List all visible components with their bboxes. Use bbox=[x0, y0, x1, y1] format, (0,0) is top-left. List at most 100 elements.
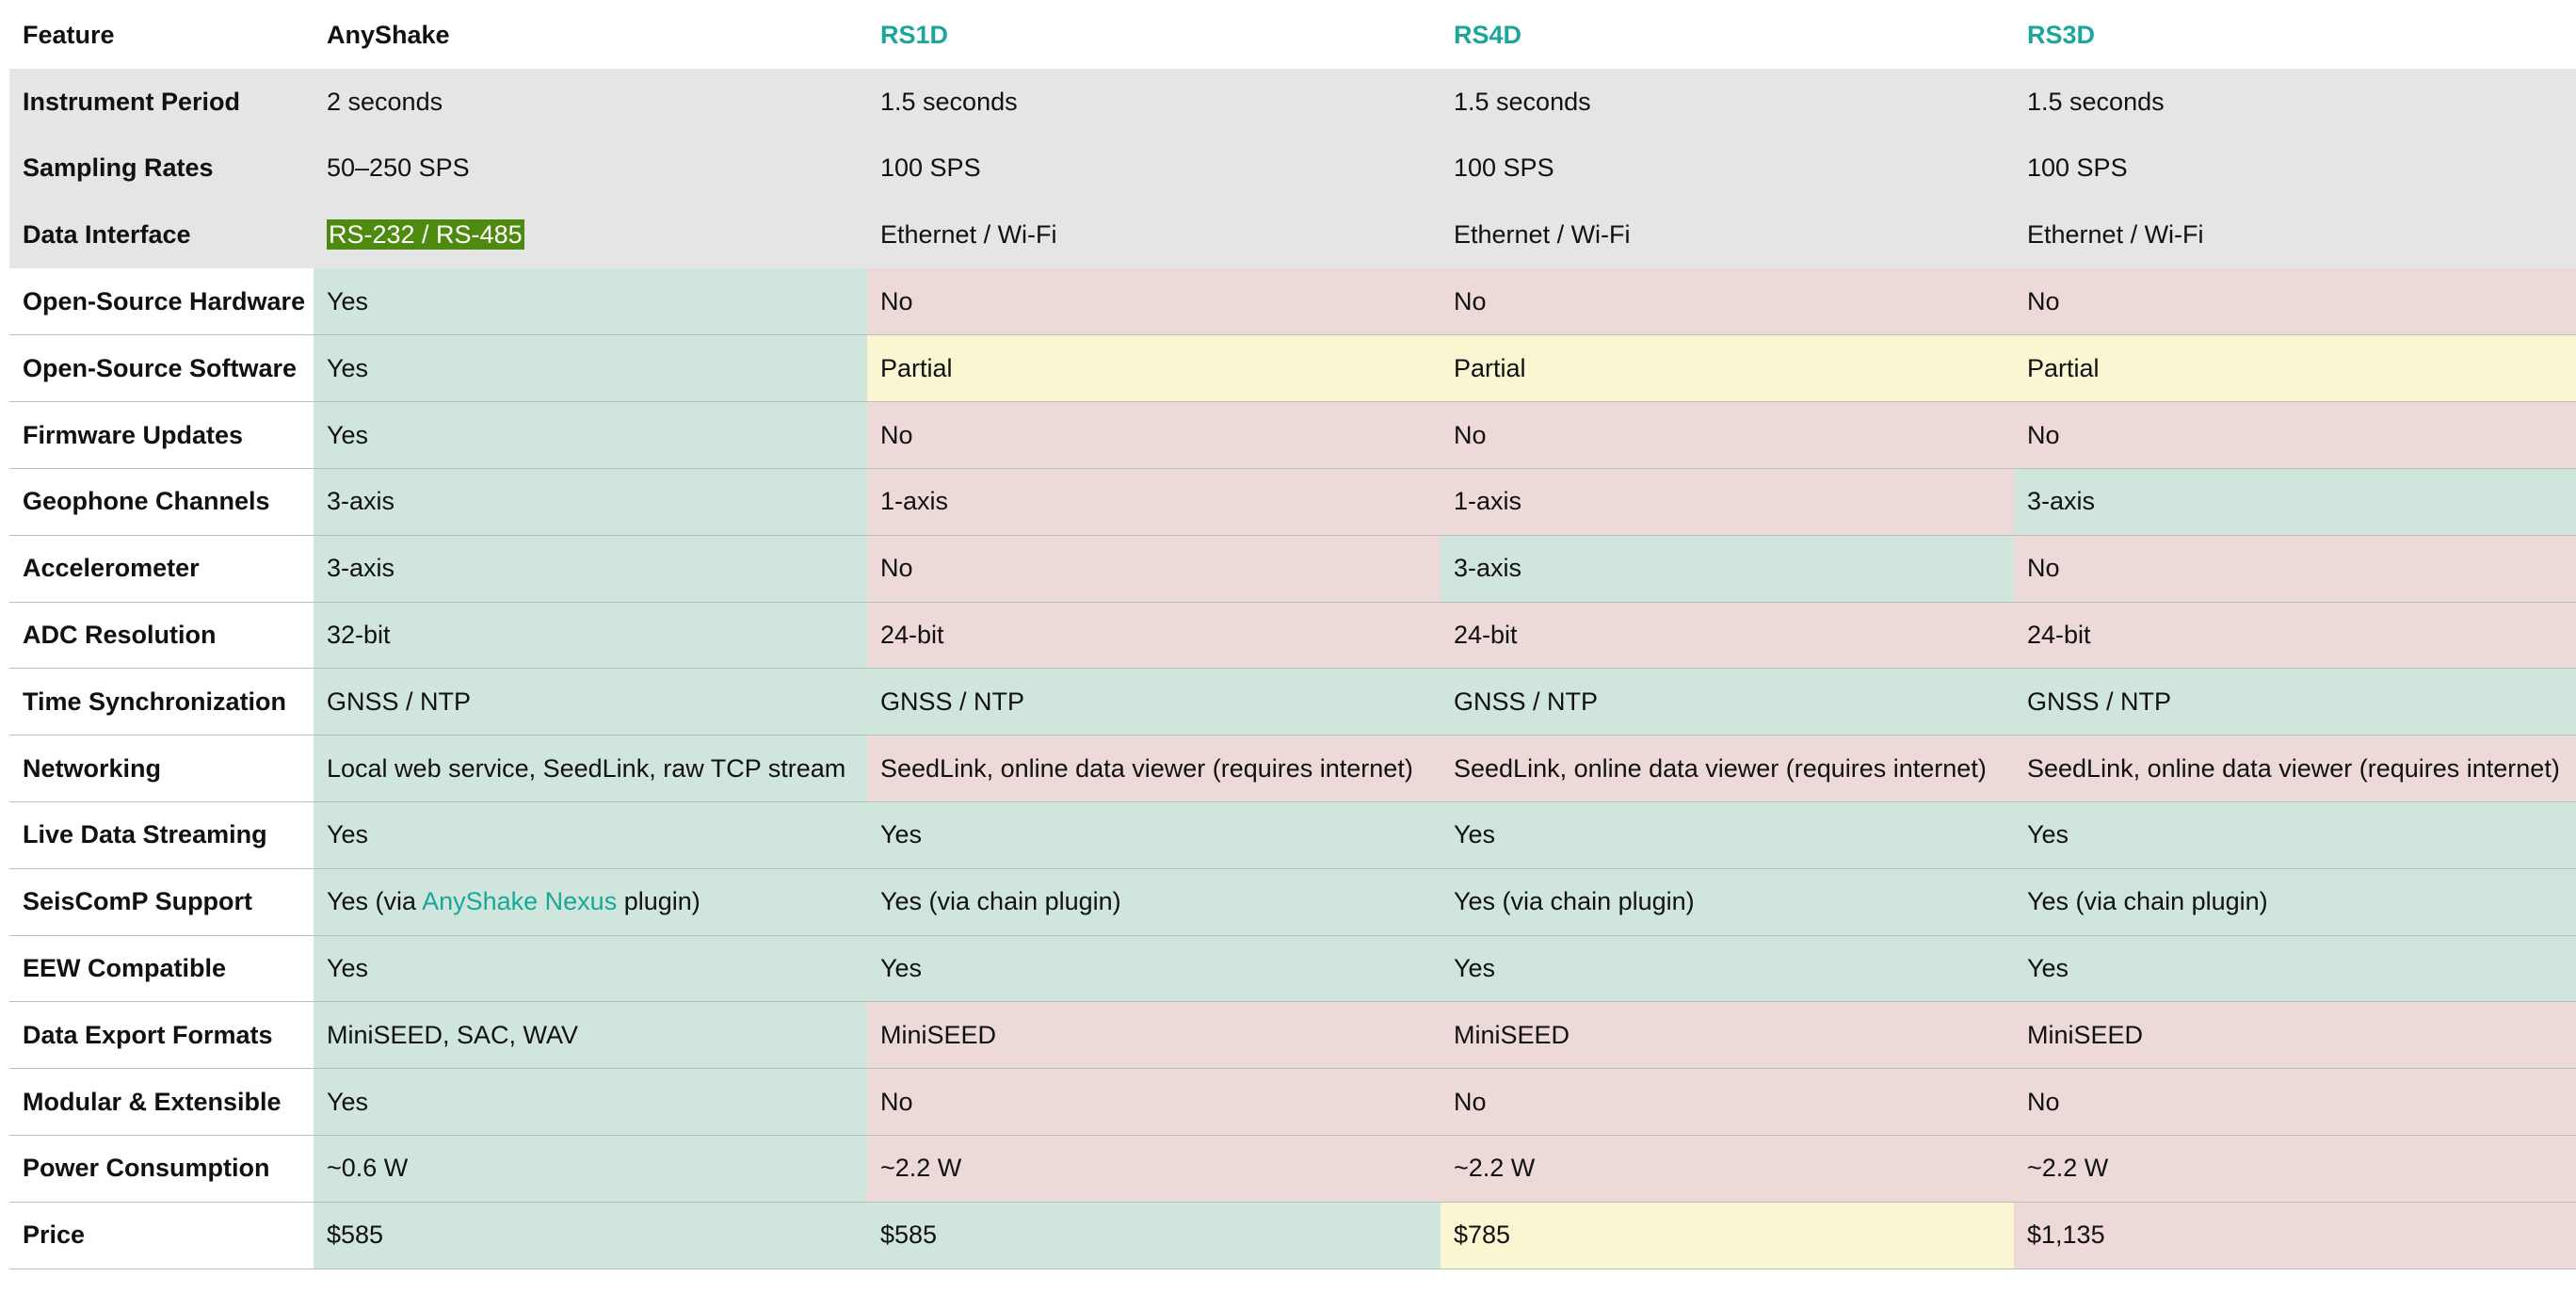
table-row: EEW Compatible Yes Yes Yes Yes bbox=[9, 935, 2576, 1003]
table-row: Open-Source Hardware Yes No No No bbox=[9, 268, 2576, 336]
table-cell: MiniSEED bbox=[867, 1001, 1441, 1070]
table-body: Instrument Period 2 seconds 1.5 seconds 1.5… bbox=[9, 68, 2576, 1269]
feature-label: Data Interface bbox=[9, 202, 314, 269]
table-row: Modular & Extensible Yes No No No bbox=[9, 1068, 2576, 1137]
cell-text-pre: Yes (via bbox=[327, 887, 423, 916]
table-cell: Ethernet / Wi-Fi bbox=[2014, 202, 2576, 269]
table-row: Power Consumption ~0.6 W ~2.2 W ~2.2 W ~2.2 … bbox=[9, 1135, 2576, 1203]
table-cell: ~2.2 W bbox=[1441, 1135, 2014, 1203]
header-rs3d-link[interactable]: RS3D bbox=[2014, 2, 2576, 69]
table-row: Data Export Formats MiniSEED, SAC, WAV Min… bbox=[9, 1001, 2576, 1070]
table-cell: No bbox=[2014, 268, 2576, 336]
table-cell: 1-axis bbox=[1441, 468, 2014, 536]
table-cell: 1.5 seconds bbox=[1441, 68, 2014, 136]
feature-label: Price bbox=[9, 1202, 314, 1269]
table-cell: No bbox=[1441, 268, 2014, 336]
table-cell: 24-bit bbox=[867, 602, 1441, 670]
feature-label: Geophone Channels bbox=[9, 468, 314, 536]
table-cell: MiniSEED, SAC, WAV bbox=[314, 1001, 867, 1070]
table-row: Data Interface RS-232 / RS-485 Ethernet / … bbox=[9, 202, 2576, 269]
table-cell: Yes (via AnyShake Nexus plugin) bbox=[314, 868, 867, 936]
table-cell: 3-axis bbox=[1441, 535, 2014, 603]
table-cell: 3-axis bbox=[314, 468, 867, 536]
table-cell: ~0.6 W bbox=[314, 1135, 867, 1203]
highlighted-text: RS-232 / RS-485 bbox=[327, 219, 524, 251]
table-cell: No bbox=[2014, 401, 2576, 470]
feature-label: Modular & Extensible bbox=[9, 1068, 314, 1137]
table-cell: No bbox=[867, 535, 1441, 603]
table-cell: ~2.2 W bbox=[2014, 1135, 2576, 1203]
table-row: Geophone Channels 3-axis 1-axis 1-axis 3-axi… bbox=[9, 468, 2576, 536]
table-cell: Ethernet / Wi-Fi bbox=[1441, 202, 2014, 269]
table-cell: No bbox=[1441, 401, 2014, 470]
table-cell: No bbox=[867, 1068, 1441, 1137]
table-cell: No bbox=[2014, 1068, 2576, 1137]
table-cell: $585 bbox=[314, 1202, 867, 1269]
table-cell: 24-bit bbox=[1441, 602, 2014, 670]
feature-label: Open-Source Hardware bbox=[9, 268, 314, 336]
table-cell: 100 SPS bbox=[2014, 135, 2576, 202]
feature-label: EEW Compatible bbox=[9, 935, 314, 1003]
table-cell: SeedLink, online data viewer (requires i… bbox=[867, 735, 1441, 803]
table-cell: Yes bbox=[314, 935, 867, 1003]
table-cell: $785 bbox=[1441, 1202, 2014, 1269]
table-cell: 2 seconds bbox=[314, 68, 867, 136]
feature-label: ADC Resolution bbox=[9, 602, 314, 670]
table-cell: RS-232 / RS-485 bbox=[314, 202, 867, 269]
table-cell: Yes bbox=[1441, 935, 2014, 1003]
table-cell: Yes bbox=[867, 801, 1441, 869]
table-cell: 100 SPS bbox=[1441, 135, 2014, 202]
table-cell: Yes bbox=[314, 334, 867, 403]
table-cell: GNSS / NTP bbox=[314, 668, 867, 736]
table-cell: Partial bbox=[2014, 334, 2576, 403]
table-cell: Yes bbox=[314, 401, 867, 470]
comparison-table: Feature AnyShake RS1D RS4D RS3D Instrume… bbox=[9, 2, 2576, 1269]
header-rs1d-link[interactable]: RS1D bbox=[867, 2, 1441, 69]
table-cell: Yes (via chain plugin) bbox=[867, 868, 1441, 936]
table-cell: $1,135 bbox=[2014, 1202, 2576, 1269]
anyshake-nexus-link[interactable]: AnyShake Nexus bbox=[422, 887, 618, 916]
table-cell: Local web service, SeedLink, raw TCP str… bbox=[314, 735, 867, 803]
table-row: Time Synchronization GNSS / NTP GNSS / NTP… bbox=[9, 668, 2576, 736]
table-cell: 3-axis bbox=[2014, 468, 2576, 536]
table-row: Accelerometer 3-axis No 3-axis No bbox=[9, 535, 2576, 603]
table-row: Price $585 $585 $785 $1,135 bbox=[9, 1202, 2576, 1269]
table-cell: 1.5 seconds bbox=[2014, 68, 2576, 136]
table-cell: MiniSEED bbox=[1441, 1001, 2014, 1070]
table-cell: Yes bbox=[314, 1068, 867, 1137]
table-cell: Ethernet / Wi-Fi bbox=[867, 202, 1441, 269]
feature-label: Accelerometer bbox=[9, 535, 314, 603]
table-cell: Yes bbox=[867, 935, 1441, 1003]
table-row: Firmware Updates Yes No No No bbox=[9, 401, 2576, 470]
table-cell: 50–250 SPS bbox=[314, 135, 867, 202]
header-rs4d-link[interactable]: RS4D bbox=[1441, 2, 2014, 69]
feature-label: Time Synchronization bbox=[9, 668, 314, 736]
table-cell: Yes bbox=[2014, 935, 2576, 1003]
table-cell: No bbox=[2014, 535, 2576, 603]
table-cell: Partial bbox=[867, 334, 1441, 403]
table-cell: Yes bbox=[314, 801, 867, 869]
table-cell: 24-bit bbox=[2014, 602, 2576, 670]
table-cell: Yes bbox=[1441, 801, 2014, 869]
table-cell: GNSS / NTP bbox=[1441, 668, 2014, 736]
table-cell: No bbox=[1441, 1068, 2014, 1137]
table-cell: 3-axis bbox=[314, 535, 867, 603]
table-row: Networking Local web service, SeedLink, r… bbox=[9, 735, 2576, 803]
table-cell: Yes (via chain plugin) bbox=[2014, 868, 2576, 936]
header-row: Feature AnyShake RS1D RS4D RS3D bbox=[9, 2, 2576, 69]
table-cell: 1-axis bbox=[867, 468, 1441, 536]
table-row: Live Data Streaming Yes Yes Yes Yes bbox=[9, 801, 2576, 869]
table-cell: GNSS / NTP bbox=[2014, 668, 2576, 736]
feature-label: Sampling Rates bbox=[9, 135, 314, 202]
table-cell: Yes (via chain plugin) bbox=[1441, 868, 2014, 936]
table-row: Open-Source Software Yes Partial Partial Par… bbox=[9, 334, 2576, 403]
feature-label: SeisComP Support bbox=[9, 868, 314, 936]
table-cell: Yes bbox=[314, 268, 867, 336]
table-cell: 32-bit bbox=[314, 602, 867, 670]
table-cell: GNSS / NTP bbox=[867, 668, 1441, 736]
table-cell: No bbox=[867, 401, 1441, 470]
feature-label: Power Consumption bbox=[9, 1135, 314, 1203]
table-cell: No bbox=[867, 268, 1441, 336]
table-cell: MiniSEED bbox=[2014, 1001, 2576, 1070]
feature-label: Instrument Period bbox=[9, 68, 314, 136]
